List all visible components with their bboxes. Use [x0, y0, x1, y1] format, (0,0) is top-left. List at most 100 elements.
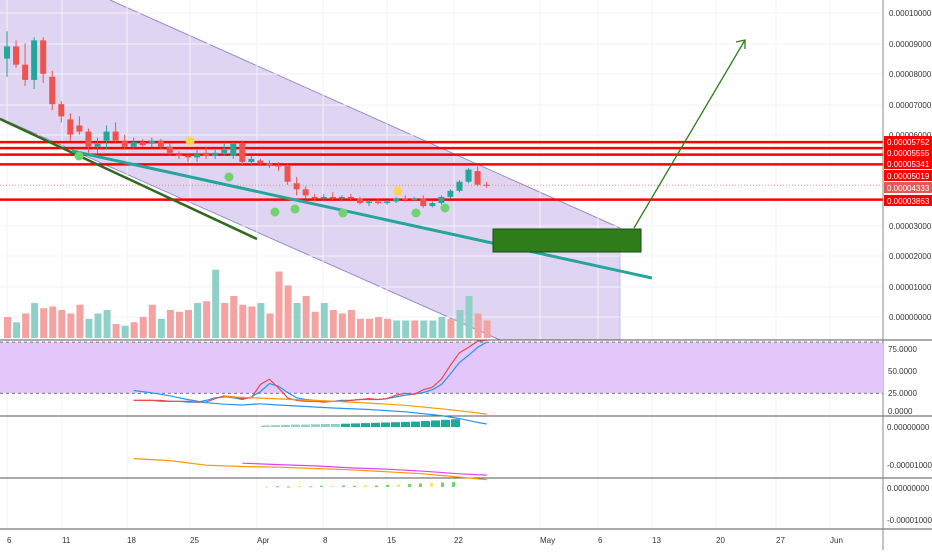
- candle-body: [266, 163, 273, 165]
- volume-bar: [22, 313, 30, 338]
- candle-body: [166, 146, 173, 153]
- price-axis[interactable]: 0.00010000 0.00009000 0.00008000 0.00007000…: [884, 9, 932, 525]
- wedge-support-line[interactable]: [0, 117, 258, 241]
- oscillator-tick-label: -0.00001000: [887, 516, 932, 525]
- volume-bar: [49, 306, 57, 338]
- candle-body: [194, 154, 201, 158]
- marker-green: [224, 172, 234, 182]
- price-tick-label: 0.00010000: [889, 9, 932, 18]
- time-tick-label: 13: [652, 536, 661, 545]
- marker-green: [270, 207, 280, 217]
- oscillator-bar: [441, 482, 444, 487]
- price-tick-label: 0.00002000: [889, 252, 932, 261]
- macd-tick-label: -0.00001000: [887, 461, 932, 470]
- candle-body: [347, 196, 354, 199]
- time-tick-label: 6: [7, 536, 12, 545]
- volume-bar: [40, 308, 48, 338]
- volume-bar: [429, 320, 437, 338]
- candle-body: [402, 198, 409, 200]
- rsi-tick-label: 25.0000: [888, 389, 917, 398]
- macd-histogram-bar: [301, 424, 310, 427]
- volume-bar: [221, 303, 229, 338]
- time-tick-label: 27: [776, 536, 785, 545]
- volume-bar: [148, 304, 156, 338]
- volume-bar: [230, 296, 238, 338]
- price-level-badge: [884, 136, 932, 147]
- macd-histogram-bar: [451, 419, 460, 427]
- macd-histogram-bar: [401, 421, 410, 427]
- candle-body: [130, 142, 137, 147]
- candle-body: [456, 181, 463, 191]
- volume-bar: [474, 313, 482, 338]
- rsi-pane[interactable]: [0, 339, 883, 403]
- projection-arrow[interactable]: [633, 39, 746, 229]
- price-tick-label: 0.00009000: [889, 40, 932, 49]
- candle-body: [356, 198, 363, 203]
- volume-bar: [420, 320, 428, 338]
- volume-bar: [94, 313, 102, 338]
- volume-bar: [67, 313, 75, 338]
- target-zone-box[interactable]: [492, 228, 642, 253]
- marker-yellow: [393, 186, 403, 196]
- marker-green: [74, 151, 84, 161]
- volume-bar: [329, 310, 337, 338]
- macd-histogram-bar: [291, 424, 300, 427]
- descending-channel[interactable]: [0, 0, 620, 340]
- oscillator-bar: [452, 482, 455, 487]
- macd-line: [133, 389, 487, 425]
- candle-body: [67, 119, 74, 135]
- volume-bar: [320, 303, 328, 338]
- trendline[interactable]: [71, 149, 653, 280]
- candle-body: [384, 201, 391, 203]
- rsi-tick-label: 75.0000: [888, 345, 917, 354]
- candle-body: [429, 203, 436, 207]
- volume-bar: [248, 306, 256, 338]
- candle-body: [239, 143, 246, 162]
- candle-body: [103, 131, 110, 141]
- time-axis[interactable]: 6 11 18 25 Apr 8 15 22 May 6 13 20 27 Jun: [7, 536, 843, 545]
- price-level-badge: [884, 158, 932, 169]
- volume-bar: [194, 303, 202, 338]
- rsi-band: [0, 342, 883, 394]
- volume-bar: [438, 317, 446, 338]
- candle-body: [302, 189, 309, 196]
- signal-markers: [74, 136, 450, 218]
- volume-bar: [456, 310, 464, 338]
- macd-pane[interactable]: [133, 389, 487, 428]
- oscillator-bar: [320, 485, 323, 487]
- candle-body: [375, 201, 382, 203]
- oscillator-bar: [342, 485, 345, 487]
- oscillator-bar: [430, 483, 433, 487]
- marker-yellow: [185, 136, 195, 146]
- macd-histogram-bar: [411, 421, 420, 427]
- candle-body: [420, 198, 427, 207]
- volume-bar: [375, 317, 383, 338]
- time-tick-label: 22: [454, 536, 463, 545]
- volume-bar: [257, 303, 265, 338]
- rsi-tick-label: 50.0000: [888, 367, 917, 376]
- marker-green: [290, 204, 300, 214]
- oscillator-bar: [265, 486, 268, 488]
- price-level-label: 0.00005555: [887, 149, 930, 158]
- candle-body: [112, 131, 119, 141]
- volume-bar: [130, 322, 138, 338]
- time-tick-label: 15: [387, 536, 396, 545]
- volume-bar: [483, 320, 491, 338]
- price-level-badge: [884, 147, 932, 158]
- price-level-badge: [884, 182, 932, 193]
- channel-upper-line[interactable]: [109, 0, 621, 229]
- oscillator-bar: [375, 485, 378, 487]
- volume-bar: [76, 304, 84, 338]
- macd-histogram-bar: [421, 421, 430, 427]
- volume-bar: [447, 318, 455, 338]
- oscillator-pane[interactable]: [133, 458, 487, 488]
- volume-bar: [139, 317, 147, 338]
- candle-body: [366, 201, 372, 203]
- macd-histogram-bar: [371, 422, 380, 427]
- macd-histogram-bar: [351, 423, 360, 427]
- macd-histogram-bar: [311, 424, 320, 427]
- rsi-tick-label: 0.0000: [888, 407, 913, 416]
- volume-bar: [4, 317, 11, 338]
